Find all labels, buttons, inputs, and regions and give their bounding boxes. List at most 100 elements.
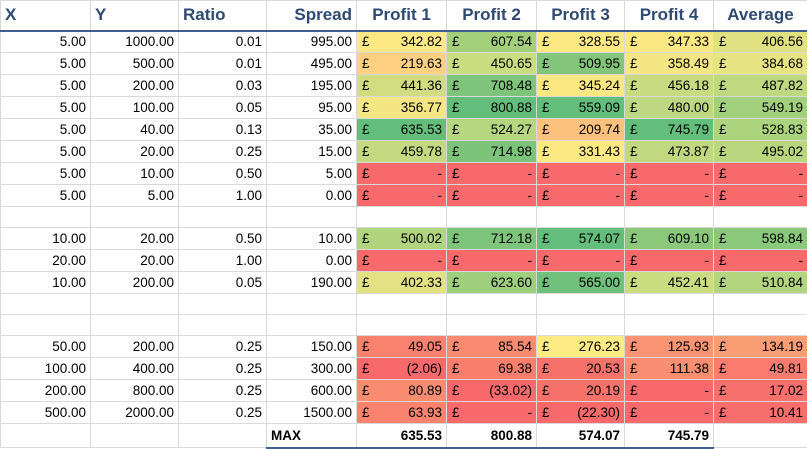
cell-y[interactable]: 5.00 [91, 185, 179, 207]
cell-profit-2[interactable]: £714.98 [447, 141, 537, 163]
cell-spread[interactable]: 95.00 [267, 97, 357, 119]
cell-spread[interactable]: 0.00 [267, 185, 357, 207]
cell-ratio[interactable]: 0.01 [179, 53, 267, 75]
cell-spread[interactable]: 300.00 [267, 358, 357, 380]
empty-cell[interactable] [357, 315, 447, 336]
cell-profit-2[interactable]: £607.54 [447, 31, 537, 53]
cell-profit-3[interactable]: £331.43 [537, 141, 625, 163]
cell-ratio[interactable]: 1.00 [179, 250, 267, 272]
cell-x[interactable]: 10.00 [1, 272, 91, 294]
cell-profit-3[interactable]: £565.00 [537, 272, 625, 294]
header-x[interactable]: X [1, 1, 91, 31]
cell-average[interactable]: £17.02 [714, 380, 807, 402]
cell-spread[interactable]: 35.00 [267, 119, 357, 141]
cell-profit-2[interactable]: £- [447, 163, 537, 185]
cell-x[interactable]: 100.00 [1, 358, 91, 380]
cell-ratio[interactable]: 0.50 [179, 228, 267, 250]
cell-ratio[interactable]: 0.50 [179, 163, 267, 185]
cell-profit-4[interactable]: £111.38 [625, 358, 714, 380]
cell-y[interactable]: 500.00 [91, 53, 179, 75]
cell-profit-4[interactable]: £452.41 [625, 272, 714, 294]
cell-y[interactable]: 20.00 [91, 228, 179, 250]
cell-y[interactable]: 100.00 [91, 97, 179, 119]
cell-y[interactable]: 400.00 [91, 358, 179, 380]
cell-profit-4[interactable]: £480.00 [625, 97, 714, 119]
cell-x[interactable]: 200.00 [1, 380, 91, 402]
cell-profit-4[interactable]: £- [625, 250, 714, 272]
cell-profit-2[interactable]: £85.54 [447, 336, 537, 358]
cell-ratio[interactable]: 0.01 [179, 31, 267, 53]
cell-average[interactable]: £49.81 [714, 358, 807, 380]
empty-cell[interactable] [267, 207, 357, 228]
cell-y[interactable]: 20.00 [91, 141, 179, 163]
cell-profit-1[interactable]: £80.89 [357, 380, 447, 402]
cell-average[interactable]: £495.02 [714, 141, 807, 163]
empty-cell[interactable] [447, 294, 537, 315]
cell-profit-3[interactable]: £- [537, 185, 625, 207]
empty-cell[interactable] [714, 294, 807, 315]
empty-cell[interactable] [179, 207, 267, 228]
cell-x[interactable]: 50.00 [1, 336, 91, 358]
cell-x[interactable]: 5.00 [1, 53, 91, 75]
max-value-profit-1[interactable]: 635.53 [357, 424, 447, 448]
empty-cell[interactable] [625, 207, 714, 228]
cell-ratio[interactable]: 1.00 [179, 185, 267, 207]
empty-cell[interactable] [537, 207, 625, 228]
cell-average[interactable]: £134.19 [714, 336, 807, 358]
empty-cell[interactable] [357, 207, 447, 228]
empty-cell[interactable] [91, 207, 179, 228]
cell-ratio[interactable]: 0.25 [179, 358, 267, 380]
cell-ratio[interactable]: 0.25 [179, 380, 267, 402]
cell-average[interactable]: £528.83 [714, 119, 807, 141]
empty-cell[interactable] [714, 424, 807, 448]
cell-x[interactable]: 5.00 [1, 141, 91, 163]
cell-profit-2[interactable]: £69.38 [447, 358, 537, 380]
cell-y[interactable]: 800.00 [91, 380, 179, 402]
empty-cell[interactable] [267, 294, 357, 315]
header-profit-1[interactable]: Profit 1 [357, 1, 447, 31]
empty-cell[interactable] [179, 294, 267, 315]
cell-profit-4[interactable]: £- [625, 380, 714, 402]
cell-profit-1[interactable]: £500.02 [357, 228, 447, 250]
cell-average[interactable]: £10.41 [714, 402, 807, 424]
cell-x[interactable]: 500.00 [1, 402, 91, 424]
cell-profit-1[interactable]: £459.78 [357, 141, 447, 163]
cell-spread[interactable]: 190.00 [267, 272, 357, 294]
cell-y[interactable]: 200.00 [91, 75, 179, 97]
cell-spread[interactable]: 995.00 [267, 31, 357, 53]
cell-y[interactable]: 200.00 [91, 272, 179, 294]
max-label[interactable]: MAX [267, 424, 357, 448]
cell-spread[interactable]: 600.00 [267, 380, 357, 402]
empty-cell[interactable] [1, 294, 91, 315]
cell-ratio[interactable]: 0.25 [179, 336, 267, 358]
cell-profit-2[interactable]: £800.88 [447, 97, 537, 119]
empty-cell[interactable] [91, 315, 179, 336]
cell-profit-1[interactable]: £- [357, 185, 447, 207]
cell-profit-1[interactable]: £356.77 [357, 97, 447, 119]
cell-average[interactable]: £487.82 [714, 75, 807, 97]
cell-profit-1[interactable]: £342.82 [357, 31, 447, 53]
cell-spread[interactable]: 10.00 [267, 228, 357, 250]
cell-x[interactable]: 20.00 [1, 250, 91, 272]
cell-ratio[interactable]: 0.13 [179, 119, 267, 141]
cell-y[interactable]: 20.00 [91, 250, 179, 272]
empty-cell[interactable] [267, 315, 357, 336]
cell-x[interactable]: 5.00 [1, 75, 91, 97]
cell-profit-1[interactable]: £441.36 [357, 75, 447, 97]
cell-average[interactable]: £510.84 [714, 272, 807, 294]
max-value-profit-2[interactable]: 800.88 [447, 424, 537, 448]
empty-cell[interactable] [91, 294, 179, 315]
cell-profit-4[interactable]: £609.10 [625, 228, 714, 250]
cell-profit-2[interactable]: £- [447, 402, 537, 424]
cell-profit-3[interactable]: £20.53 [537, 358, 625, 380]
cell-profit-4[interactable]: £456.18 [625, 75, 714, 97]
cell-x[interactable]: 5.00 [1, 31, 91, 53]
empty-cell[interactable] [1, 207, 91, 228]
empty-cell[interactable] [625, 294, 714, 315]
empty-cell[interactable] [714, 207, 807, 228]
empty-cell[interactable] [1, 315, 91, 336]
cell-y[interactable]: 200.00 [91, 336, 179, 358]
cell-profit-4[interactable]: £- [625, 163, 714, 185]
cell-average[interactable]: £598.84 [714, 228, 807, 250]
cell-profit-4[interactable]: £347.33 [625, 31, 714, 53]
